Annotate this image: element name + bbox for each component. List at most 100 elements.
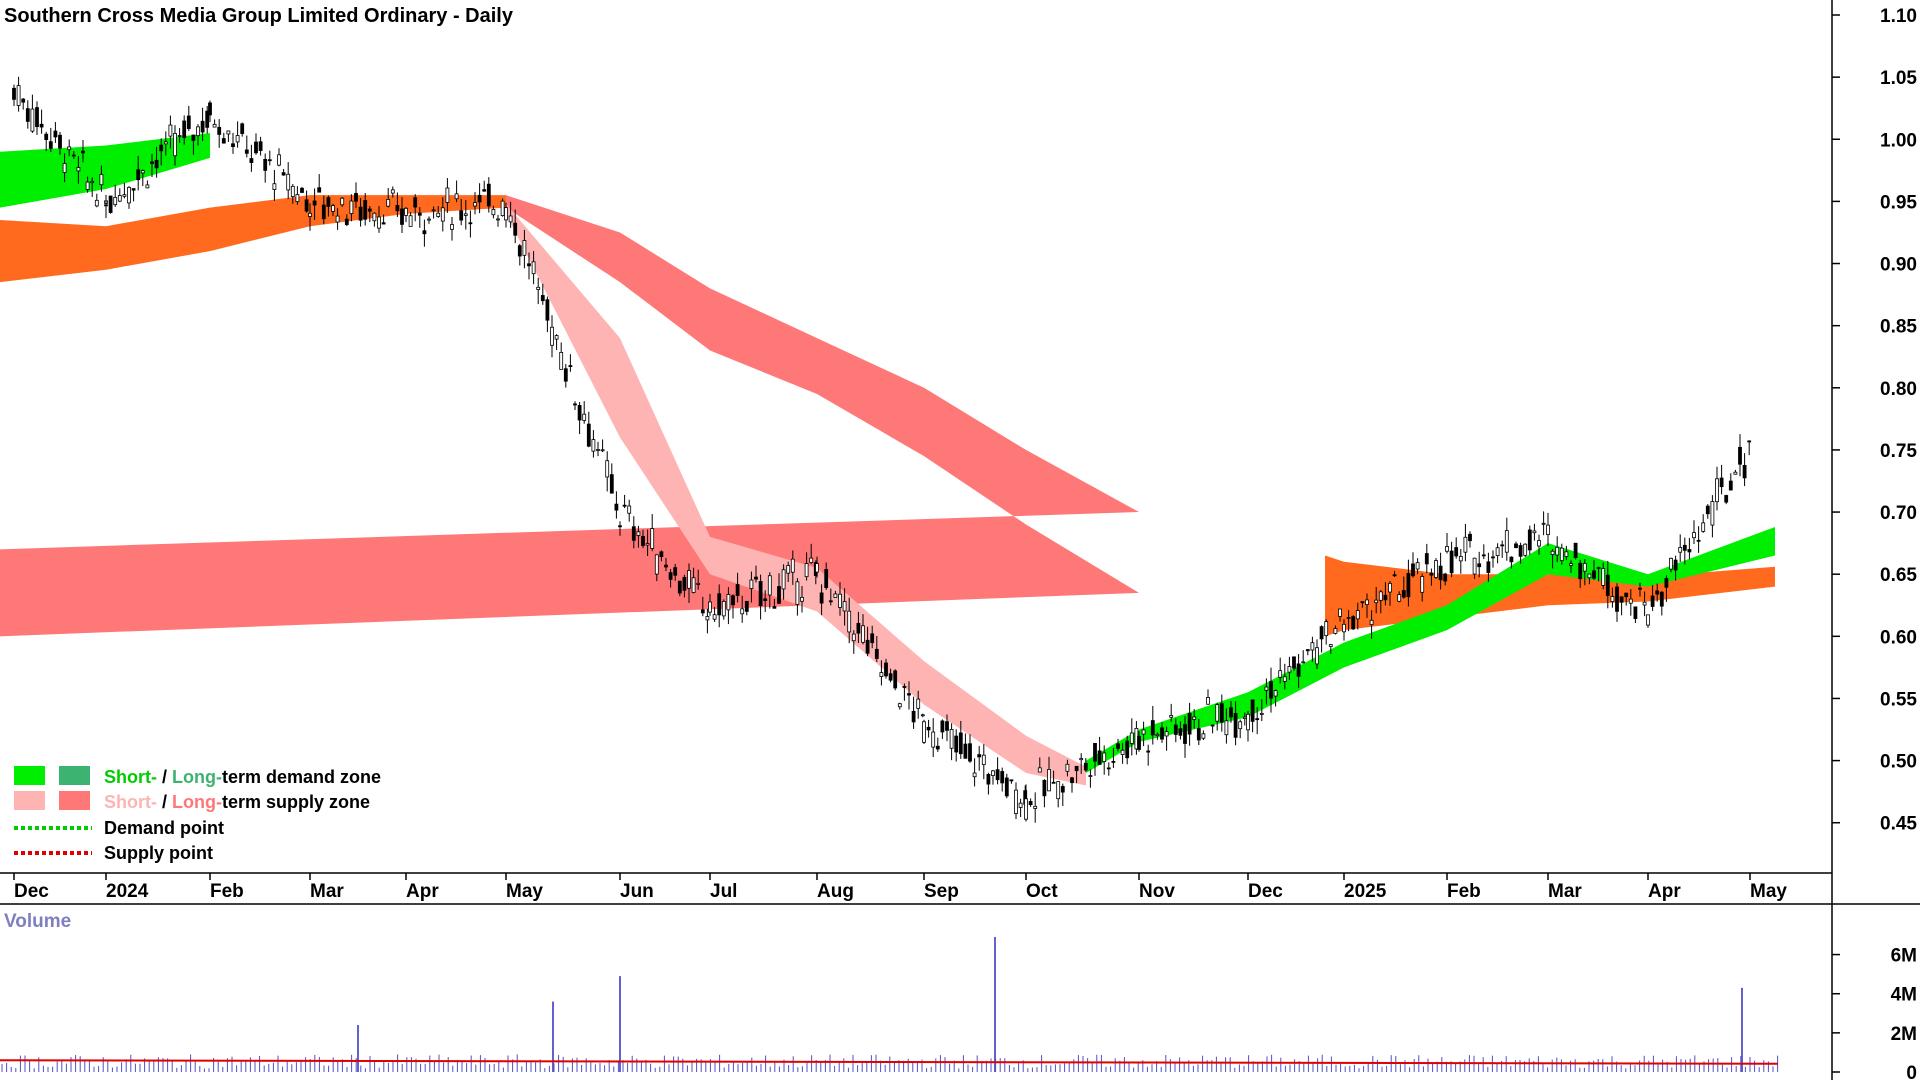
candle-body xyxy=(1500,544,1505,547)
candle-body xyxy=(94,199,99,207)
legend-sep-2: / xyxy=(157,792,172,812)
candle-body xyxy=(235,135,240,143)
candle-body xyxy=(536,286,541,290)
candle-body xyxy=(1659,591,1664,607)
x-tick-label: 2025 xyxy=(1344,881,1387,902)
candle-body xyxy=(654,554,659,575)
candle-body xyxy=(1495,547,1500,556)
candle-body xyxy=(1009,779,1014,782)
candle-body xyxy=(212,123,217,128)
y-tick-label: 0.90 xyxy=(1880,255,1917,276)
candle-body xyxy=(122,194,127,197)
candle-body xyxy=(1065,763,1070,772)
candle-body xyxy=(781,569,786,590)
candle-body xyxy=(1219,703,1224,723)
candle-body xyxy=(48,141,53,149)
candle-body xyxy=(1033,805,1038,809)
candle-body xyxy=(1097,750,1102,765)
candle-body xyxy=(838,593,842,608)
candle-body xyxy=(1406,573,1411,598)
candle-body xyxy=(491,209,496,216)
candle-body xyxy=(1196,728,1201,741)
candle-body xyxy=(1692,532,1696,539)
candle-body xyxy=(1532,530,1537,534)
candle-body xyxy=(117,195,122,202)
candle-body xyxy=(500,200,505,217)
candle-body xyxy=(804,563,809,578)
candle-body xyxy=(1116,743,1120,749)
candle-body xyxy=(159,144,164,152)
candle-body xyxy=(258,141,263,151)
candle-body xyxy=(1715,478,1719,503)
candle-body xyxy=(1619,596,1624,603)
candle-body xyxy=(740,608,745,615)
candle-body xyxy=(1137,735,1141,750)
y-tick-label: 0.95 xyxy=(1880,192,1917,213)
candle-body xyxy=(99,173,104,186)
candle-body xyxy=(249,158,254,163)
candle-body xyxy=(427,218,431,221)
candle-body xyxy=(981,754,986,766)
candle-body xyxy=(1573,542,1578,558)
legend-supply-point: Supply point xyxy=(104,843,213,863)
x-tick-label: May xyxy=(1750,881,1787,902)
candle-body xyxy=(1150,720,1155,736)
candle-body xyxy=(363,200,368,220)
candle-body xyxy=(1504,530,1509,553)
candle-body xyxy=(1696,539,1701,542)
candle-body xyxy=(935,745,940,750)
candle-body xyxy=(874,648,879,659)
candle-body xyxy=(381,222,386,225)
candle-body xyxy=(673,567,678,576)
y-tick-label: 0.55 xyxy=(1880,689,1917,710)
candle-body xyxy=(486,183,491,207)
x-tick-label: Feb xyxy=(1447,881,1481,902)
candle-body xyxy=(71,154,76,157)
candle-body xyxy=(136,169,141,181)
legend-swatch-long-demand xyxy=(59,766,90,785)
candle-body xyxy=(90,180,95,184)
candle-body xyxy=(1187,712,1192,735)
candle-body xyxy=(1120,749,1125,755)
candle-body xyxy=(1146,750,1151,753)
vol-tick-label: 0 xyxy=(1906,1063,1917,1080)
candle-body xyxy=(1102,752,1107,762)
candle-body xyxy=(1468,533,1472,542)
candle-body xyxy=(1710,501,1715,526)
candle-body xyxy=(1074,765,1079,772)
candle-body xyxy=(1365,599,1369,605)
candle-body xyxy=(1449,550,1454,574)
candle-body xyxy=(326,197,331,207)
candle-body xyxy=(1004,777,1009,797)
y-tick-label: 0.60 xyxy=(1880,627,1917,648)
candle-body xyxy=(1242,716,1247,719)
candle-body xyxy=(700,609,705,614)
legend-short-supply: Short- xyxy=(104,792,157,812)
candle-body xyxy=(1383,594,1388,601)
candle-body xyxy=(1310,642,1315,651)
candle-body xyxy=(920,714,925,717)
candle-body xyxy=(902,686,907,688)
candle-body xyxy=(413,197,418,208)
candle-body xyxy=(1093,742,1097,762)
candle-body xyxy=(1486,561,1491,573)
candle-body xyxy=(1477,563,1482,568)
candle-body xyxy=(1673,559,1678,571)
legend-demand-point: Demand point xyxy=(104,818,224,838)
candle-body xyxy=(354,192,358,202)
candle-body xyxy=(968,743,972,762)
candle-body xyxy=(856,622,861,634)
candle-body xyxy=(991,770,995,776)
y-tick-label: 1.10 xyxy=(1880,6,1917,27)
candle-body xyxy=(321,204,326,220)
x-tick-label: Jul xyxy=(710,881,737,902)
candle-body xyxy=(591,439,596,452)
volume-title: Volume xyxy=(4,911,71,932)
band-0 xyxy=(0,195,1139,637)
candle-body xyxy=(76,167,81,172)
candle-body xyxy=(1173,724,1178,735)
candle-body xyxy=(113,196,118,206)
candle-body xyxy=(819,592,824,604)
candle-body xyxy=(1264,686,1269,691)
candle-body xyxy=(1079,758,1084,761)
